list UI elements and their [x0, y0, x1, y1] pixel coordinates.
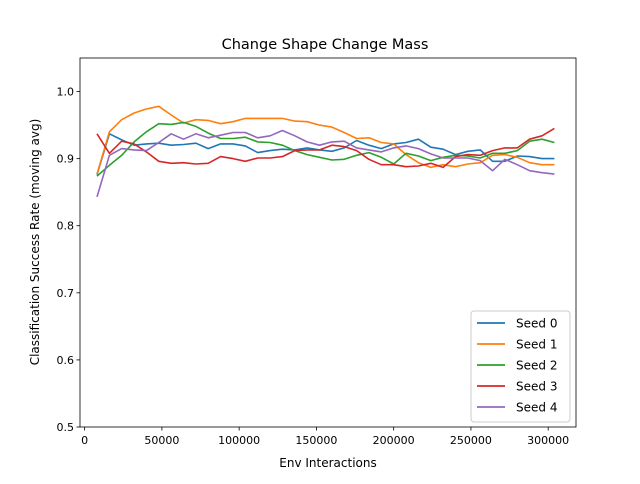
legend-label-seed-1: Seed 1: [516, 338, 557, 352]
y-tick-label: 0.8: [57, 220, 75, 233]
x-tick-label: 100000: [218, 434, 260, 447]
legend: Seed 0 Seed 1 Seed 2 Seed 3 Seed 4: [470, 310, 571, 423]
legend-label-seed-0: Seed 0: [516, 317, 557, 331]
series-line-seed-1: [96, 105, 555, 175]
legend-label-seed-4: Seed 4: [516, 401, 557, 415]
plot-frame: [79, 57, 577, 428]
x-axis-label: Env Interactions: [279, 456, 376, 470]
chart-title: Change Shape Change Mass: [222, 37, 429, 53]
x-tick-label: 50000: [144, 434, 179, 447]
legend-box: [470, 310, 571, 423]
series-line-seed-3: [96, 127, 555, 169]
y-tick-label: 0.9: [57, 153, 75, 166]
series-line-seed-2: [96, 121, 555, 177]
plot-area: 0 50000 100000 150000 200000 250000 300000 0.5 0…: [57, 57, 577, 447]
x-tick-label: 250000: [450, 434, 492, 447]
x-tick-label: 0: [81, 434, 88, 447]
y-tick-label: 0.6: [57, 354, 75, 367]
y-axis-label: Classification Success Rate (moving avg): [28, 119, 42, 366]
y-tick-label: 1.0: [57, 86, 75, 99]
x-tick-label: 200000: [373, 434, 415, 447]
x-tick-label: 300000: [527, 434, 569, 447]
x-tick-label: 150000: [295, 434, 337, 447]
legend-label-seed-3: Seed 3: [516, 380, 557, 394]
series-line-seed-0: [96, 133, 555, 175]
y-tick-label: 0.5: [57, 421, 75, 434]
legend-label-seed-2: Seed 2: [516, 359, 557, 373]
series-line-seed-4: [96, 129, 555, 198]
y-tick-label: 0.7: [57, 287, 75, 300]
